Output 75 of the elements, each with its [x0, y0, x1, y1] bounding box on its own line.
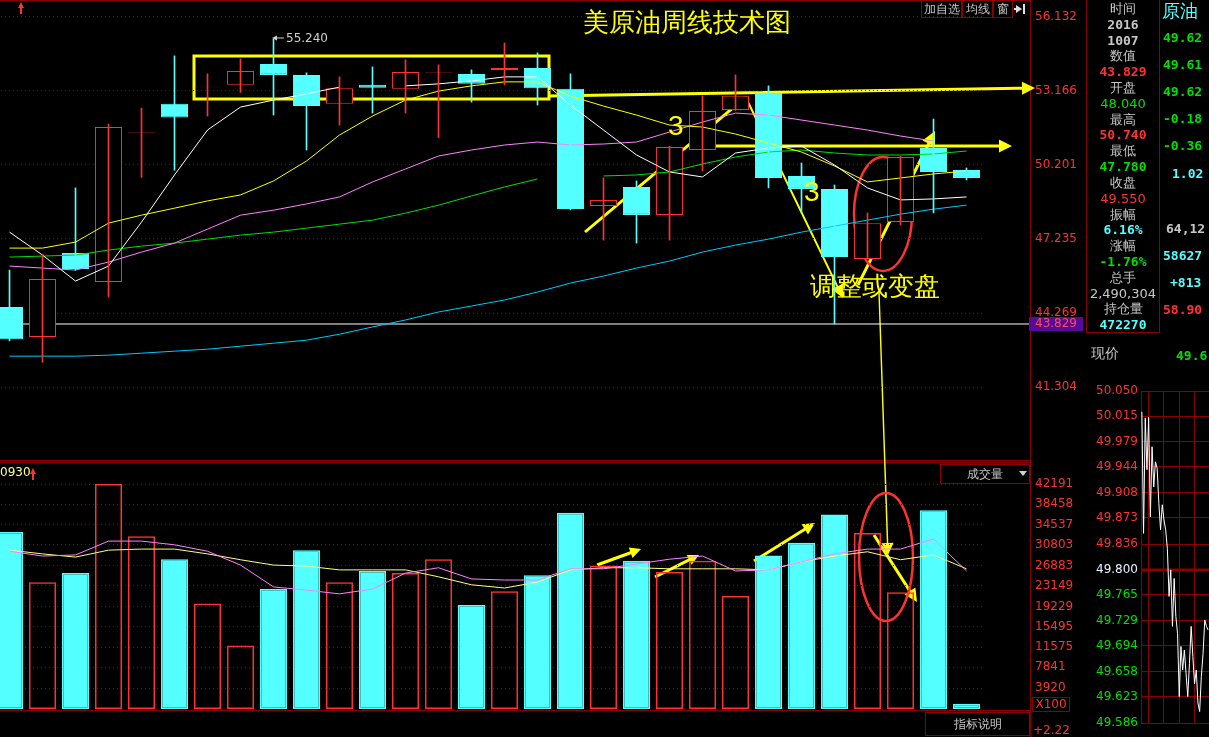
y-tick-label: 7841	[1035, 659, 1066, 674]
y-tick-label: 50.050	[1096, 383, 1138, 398]
y-tick-label: 41.304	[1035, 379, 1077, 394]
y-tick-label: 49.873	[1096, 509, 1138, 524]
y-tick-label: 38458	[1035, 496, 1074, 511]
y-tick-label: 50.201	[1035, 157, 1077, 172]
text: 48.040	[1099, 95, 1147, 112]
text: 58.90	[1163, 302, 1203, 317]
text: +813	[1170, 275, 1202, 290]
y-tick-label: 49.944	[1096, 458, 1138, 473]
text: 指标说明	[925, 712, 1030, 736]
y-tick-label: 26883	[1035, 557, 1074, 572]
y-tick-label: 49.729	[1096, 612, 1138, 627]
text: 振幅	[1109, 206, 1137, 223]
text: 最低	[1109, 143, 1137, 160]
y-tick-label: 49.908	[1096, 484, 1138, 499]
text: 2,490,304	[1088, 285, 1158, 302]
text: +2.22	[1033, 723, 1070, 737]
text: 2016	[1106, 16, 1140, 33]
y-tick-label: 23149	[1035, 577, 1074, 592]
text: -1.76%	[1098, 253, 1148, 270]
annotation: 55.240	[286, 31, 328, 45]
y-tick-label: 50.015	[1096, 408, 1138, 423]
text: 49.62	[1163, 84, 1203, 99]
y-tick-label: 49.800	[1096, 562, 1138, 576]
text: 6.16%	[1102, 222, 1144, 239]
ref-line-label: 43.829	[1035, 316, 1077, 331]
y-tick-label: 34537	[1035, 517, 1074, 532]
y-tick-label: 3920	[1035, 680, 1066, 695]
text: 时间	[1109, 1, 1137, 17]
text: 64,12	[1166, 221, 1206, 236]
y-tick-label: 49.765	[1096, 587, 1138, 602]
text: 开盘	[1109, 80, 1137, 96]
y-tick-label: 30803	[1035, 536, 1074, 551]
y-tick-label: 49.658	[1096, 663, 1138, 678]
text: 58627	[1163, 248, 1203, 263]
text: 49.6	[1176, 348, 1208, 363]
text: 窗	[993, 0, 1013, 18]
text: -0.36	[1163, 138, 1203, 153]
y-tick-label: 56.132	[1035, 9, 1077, 24]
text: 49.61	[1163, 57, 1203, 72]
y-tick-label: 47.235	[1035, 231, 1077, 246]
annotation: 加自选	[921, 0, 962, 18]
y-tick-label: 53.166	[1035, 83, 1077, 98]
text: 50.740	[1098, 127, 1148, 144]
y-tick-label: 15495	[1035, 618, 1074, 633]
text: 49.550	[1099, 190, 1147, 207]
text: 涨幅	[1109, 238, 1137, 254]
y-tick-label: 11575	[1035, 639, 1074, 654]
y-tick-label: 19229	[1035, 598, 1074, 613]
y-tick-label: 49.836	[1096, 536, 1138, 551]
text: 原油	[1162, 0, 1198, 21]
annotation: 均线	[962, 0, 993, 18]
y-tick-label: 49.694	[1096, 637, 1138, 652]
text: 最高	[1109, 111, 1137, 128]
text: 总手	[1109, 269, 1137, 286]
y-tick-label: 42191	[1035, 476, 1074, 491]
text: 现价	[1091, 345, 1119, 361]
text: 1007	[1106, 32, 1140, 49]
annotation: 0930	[0, 465, 31, 479]
text: 49.62	[1163, 30, 1203, 45]
y-tick-label: 49.586	[1096, 715, 1138, 730]
chart-title: 美原油周线技术图	[583, 8, 791, 37]
text: 数值	[1109, 48, 1137, 65]
text: X100	[1032, 697, 1070, 712]
text: 472270	[1098, 317, 1148, 333]
text: 1.02	[1172, 166, 1204, 181]
y-tick-label: 49.979	[1096, 433, 1138, 448]
y-tick-label: 49.623	[1096, 688, 1138, 703]
text: -0.18	[1163, 111, 1203, 126]
annotation: 成交量	[940, 464, 1030, 484]
text: 43.829	[1098, 64, 1148, 81]
text: 持仓量	[1102, 301, 1144, 318]
text: 收盘	[1109, 174, 1137, 191]
text: 47.780	[1098, 159, 1148, 175]
